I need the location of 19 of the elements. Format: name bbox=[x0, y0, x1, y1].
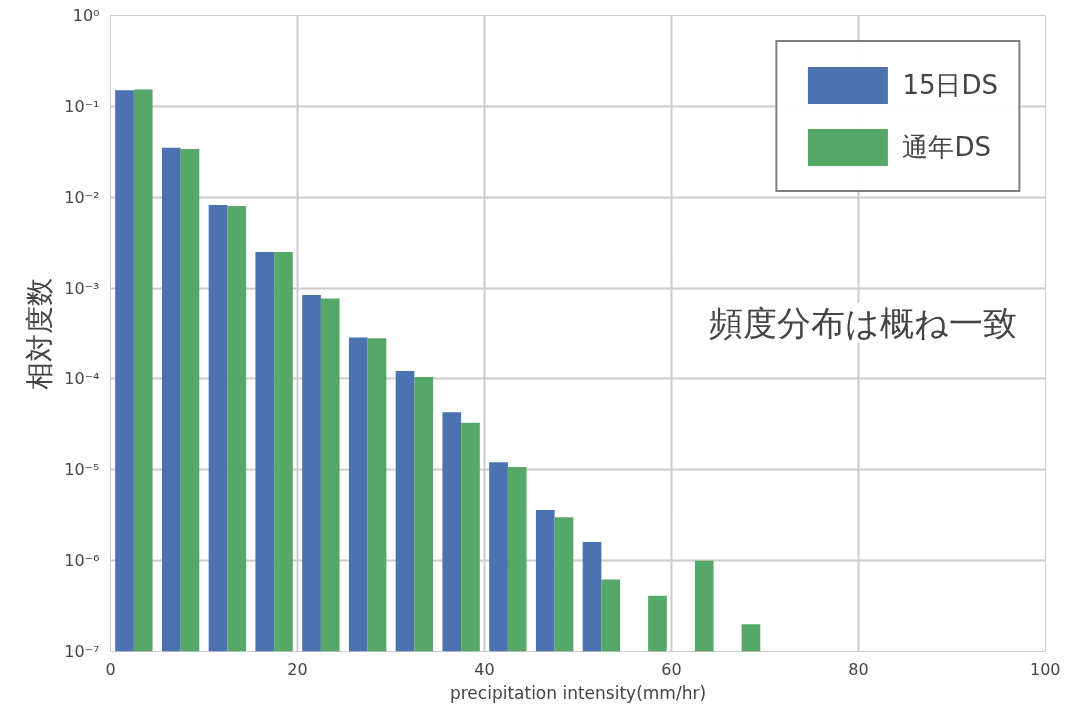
x-tick-label: 0 bbox=[105, 659, 116, 679]
y-tick-label: 10⁻⁴ bbox=[64, 369, 100, 389]
y-axis-title: 相対度数 bbox=[23, 277, 57, 390]
y-tick-label: 10⁻¹ bbox=[64, 96, 100, 116]
x-tick-label: 100 bbox=[1029, 659, 1061, 679]
legend-label: 15日DS bbox=[902, 68, 998, 102]
x-tick-label: 20 bbox=[287, 659, 308, 679]
y-tick-label: 10⁻³ bbox=[64, 278, 100, 298]
annotation: 頻度分布は概ね一致 bbox=[709, 302, 1018, 343]
y-tick-label: 10⁰ bbox=[72, 6, 100, 25]
x-tick-label: 80 bbox=[848, 659, 869, 679]
x-axis-title: precipitation intensity(mm/hr) bbox=[449, 682, 707, 703]
y-tick-label: 10⁻² bbox=[64, 187, 100, 207]
y-tick-label: 10⁻⁷ bbox=[64, 642, 100, 661]
legend-label: 通年DS bbox=[902, 130, 991, 164]
x-tick-label: 40 bbox=[474, 659, 495, 679]
y-tick-label: 10⁻⁵ bbox=[64, 460, 100, 480]
x-tick-label: 60 bbox=[661, 659, 682, 679]
y-tick-label: 10⁻⁶ bbox=[64, 551, 100, 571]
